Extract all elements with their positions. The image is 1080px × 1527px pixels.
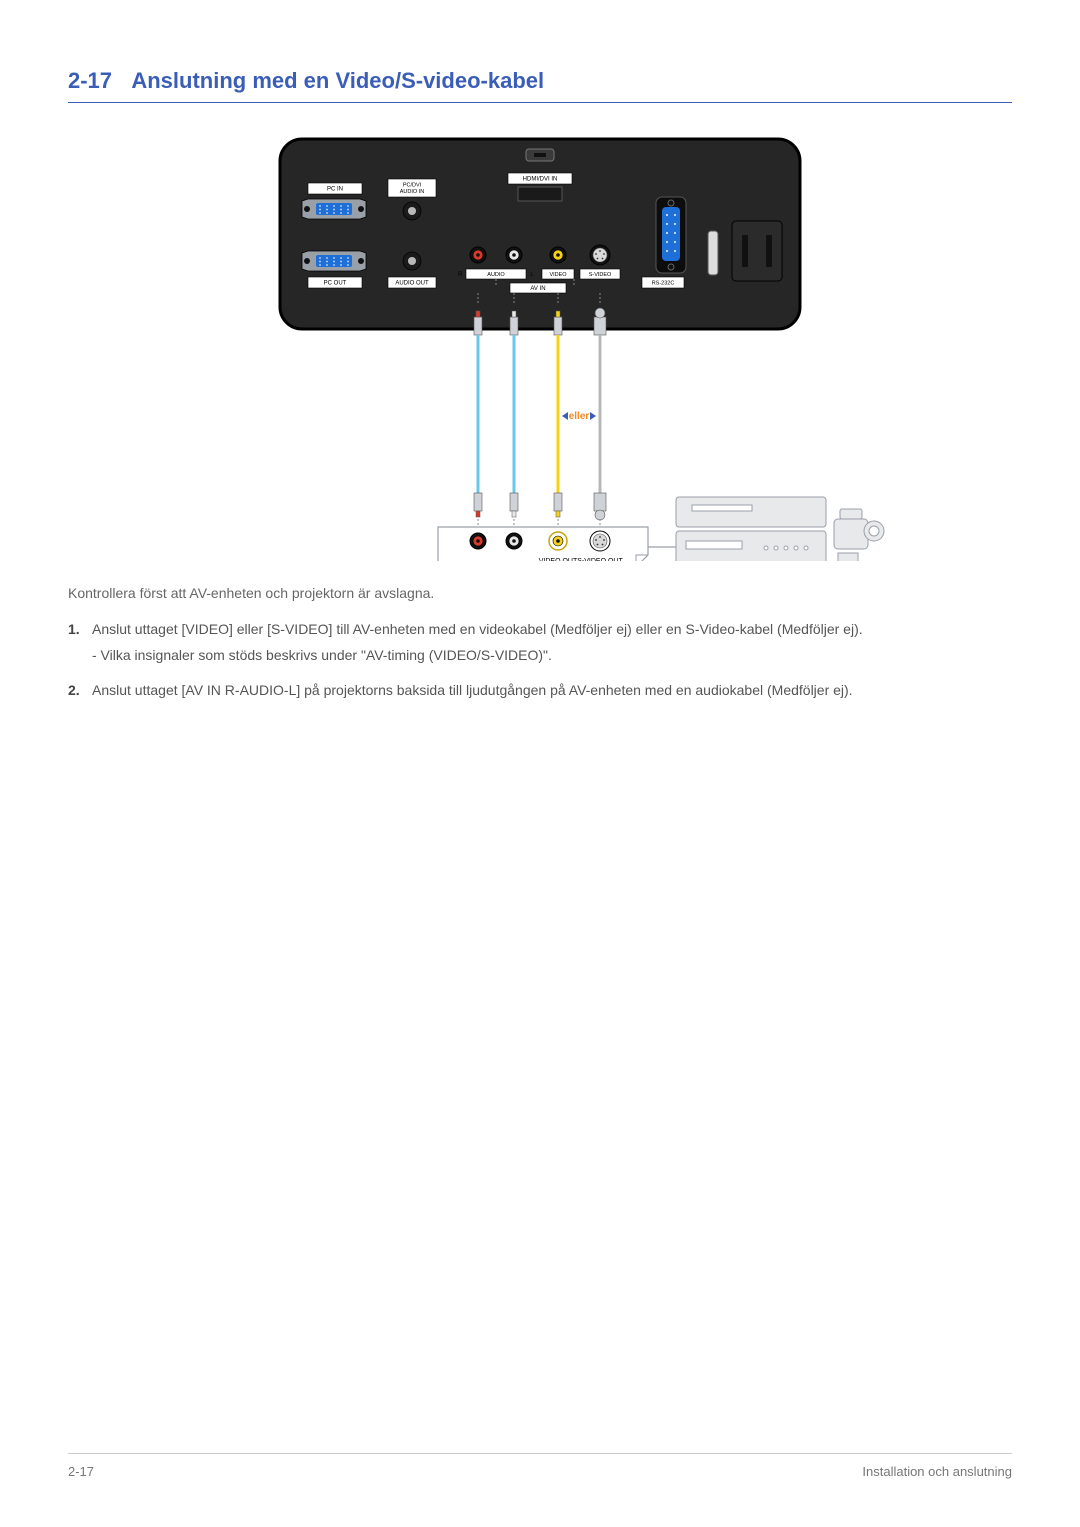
intro-text: Kontrollera först att AV-enheten och pro… — [68, 585, 1012, 601]
svg-text:AUDIO: AUDIO — [487, 272, 505, 278]
svg-text:RS-232C: RS-232C — [652, 280, 675, 286]
section-number: 2-17 — [68, 68, 112, 93]
step-number: 1. — [68, 619, 92, 666]
diagram-svg: HDMI/DVI IN PC IN PC/DVIAUDIO IN PC OUT AUDI… — [160, 131, 920, 561]
section-title: Anslutning med en Video/S-video-kabel — [131, 68, 544, 93]
svg-text:AV IN: AV IN — [530, 286, 545, 292]
step-item: 1. Anslut uttaget [VIDEO] eller [S-VIDEO… — [68, 619, 1012, 666]
svg-text:VIDEO OUT: VIDEO OUT — [539, 558, 578, 561]
svg-text:HDMI/DVI IN: HDMI/DVI IN — [523, 177, 558, 183]
step-body: Anslut uttaget [VIDEO] eller [S-VIDEO] t… — [92, 619, 1012, 666]
svg-text:S-VIDEO OUT: S-VIDEO OUT — [577, 558, 623, 561]
svg-text:S-VIDEO: S-VIDEO — [589, 272, 612, 278]
connection-diagram: HDMI/DVI IN PC IN PC/DVIAUDIO IN PC OUT AUDI… — [68, 131, 1012, 561]
footer-left: 2-17 — [68, 1464, 94, 1479]
svg-text:eller: eller — [569, 411, 590, 422]
svg-text:R: R — [458, 272, 463, 278]
steps-list: 1. Anslut uttaget [VIDEO] eller [S-VIDEO… — [68, 619, 1012, 702]
section-heading: 2-17 Anslutning med en Video/S-video-kab… — [68, 68, 1012, 103]
page-footer: 2-17 Installation och anslutning — [68, 1453, 1012, 1479]
page: 2-17 Anslutning med en Video/S-video-kab… — [0, 0, 1080, 1527]
svg-text:PC IN: PC IN — [327, 187, 343, 193]
svg-text:PC/DVI: PC/DVI — [403, 183, 422, 189]
svg-text:VIDEO: VIDEO — [549, 272, 567, 278]
footer-right: Installation och anslutning — [862, 1464, 1012, 1479]
svg-text:AUDIO IN: AUDIO IN — [400, 189, 424, 195]
step-text: Anslut uttaget [AV IN R-AUDIO-L] på proj… — [92, 682, 853, 698]
step-text: Anslut uttaget [VIDEO] eller [S-VIDEO] t… — [92, 621, 863, 637]
svg-text:AUDIO OUT: AUDIO OUT — [395, 281, 429, 287]
svg-text:PC OUT: PC OUT — [324, 281, 347, 287]
step-item: 2. Anslut uttaget [AV IN R-AUDIO-L] på p… — [68, 680, 1012, 702]
step-subtext: - Vilka insignaler som stöds beskrivs un… — [92, 645, 1012, 667]
step-number: 2. — [68, 680, 92, 702]
step-body: Anslut uttaget [AV IN R-AUDIO-L] på proj… — [92, 680, 1012, 702]
